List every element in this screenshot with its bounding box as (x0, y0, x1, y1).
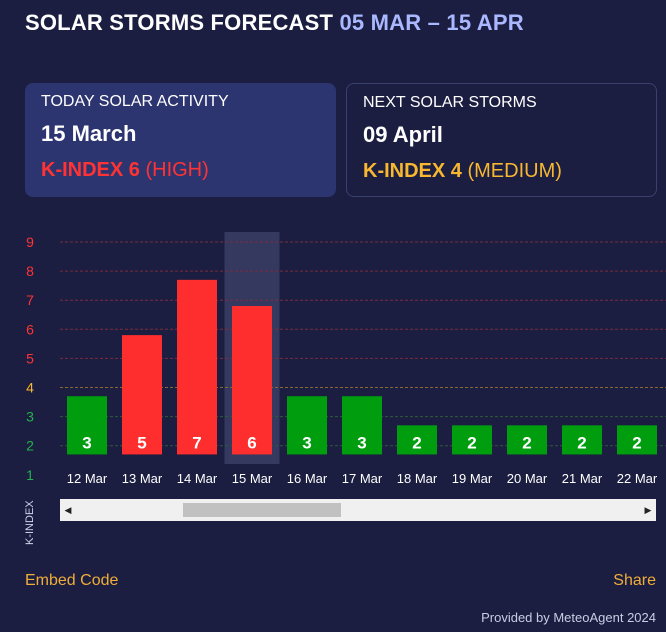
bar-20-mar (507, 425, 547, 455)
credit-text: Provided by MeteoAgent 2024 (481, 610, 656, 625)
bar-label-6: 2 (412, 433, 421, 452)
scroll-right-icon[interactable]: ▶ (644, 505, 652, 515)
bar-18-mar (397, 425, 437, 455)
y-axis-label: K-INDEX (24, 500, 36, 545)
x-tick-3: 15 Mar (232, 471, 273, 486)
next-kindex-level: (MEDIUM) (467, 160, 562, 182)
bar-13-mar (122, 335, 162, 455)
scroll-left-icon[interactable]: ◀ (64, 505, 72, 515)
bar-14-mar (177, 279, 217, 455)
kindex-bar-chart[interactable]: 1 2 3 4 5 6 7 8 9 3 12 Mar 5 13 Mar 7 14 Mar 6 15 Mar 3 16… (0, 225, 666, 490)
y-tick-8: 8 (26, 263, 34, 279)
bar-label-4: 3 (302, 433, 311, 452)
bar-label-1: 5 (137, 433, 146, 452)
x-tick-5: 17 Mar (342, 471, 383, 486)
y-tick-9: 9 (26, 234, 34, 250)
y-tick-5: 5 (26, 350, 34, 366)
scrollbar-thumb[interactable] (183, 503, 341, 517)
bar-17-mar (342, 396, 382, 455)
next-storms-card: NEXT SOLAR STORMS 09 April K-INDEX 4 (ME… (346, 83, 657, 197)
bar-label-10: 2 (632, 433, 641, 452)
bar-label-2: 7 (192, 433, 201, 452)
y-tick-3: 3 (26, 409, 34, 425)
title-text: SOLAR STORMS FORECAST (25, 10, 334, 35)
kindex-chart[interactable]: 1 2 3 4 5 6 7 8 9 3 12 Mar 5 13 Mar 7 14 Mar 6 15 Mar 3 16… (0, 225, 666, 555)
today-kindex-value: K-INDEX 6 (41, 159, 140, 181)
x-tick-1: 13 Mar (122, 471, 163, 486)
bar-21-mar (562, 425, 602, 455)
today-kindex-level: (HIGH) (145, 159, 209, 181)
today-card-date: 15 March (41, 121, 137, 146)
page-title: SOLAR STORMS FORECAST 05 MAR – 15 APR (25, 10, 524, 36)
x-tick-2: 14 Mar (177, 471, 218, 486)
bar-label-5: 3 (357, 433, 366, 452)
today-kindex: K-INDEX 6 (HIGH) (41, 159, 320, 182)
bar-label-9: 2 (577, 433, 586, 452)
bar-label-0: 3 (82, 433, 91, 452)
x-tick-8: 20 Mar (507, 471, 548, 486)
date-range: 05 MAR – 15 APR (339, 10, 524, 35)
x-tick-0: 12 Mar (67, 471, 108, 486)
x-tick-6: 18 Mar (397, 471, 438, 486)
next-kindex: K-INDEX 4 (MEDIUM) (363, 160, 640, 183)
bar-12-mar (67, 396, 107, 455)
x-tick-4: 16 Mar (287, 471, 328, 486)
bar-label-3: 6 (247, 433, 256, 452)
today-activity-card: TODAY SOLAR ACTIVITY 15 March K-INDEX 6 … (25, 83, 336, 197)
y-tick-2: 2 (26, 438, 34, 454)
bar-22-mar (617, 425, 657, 455)
next-kindex-value: K-INDEX 4 (363, 160, 462, 182)
x-tick-9: 21 Mar (562, 471, 603, 486)
today-card-label: TODAY SOLAR ACTIVITY (41, 93, 229, 110)
next-card-date: 09 April (363, 122, 443, 147)
share-link[interactable]: Share (613, 572, 656, 589)
y-tick-7: 7 (26, 292, 34, 308)
bar-19-mar (452, 425, 492, 455)
embed-code-link[interactable]: Embed Code (25, 572, 119, 589)
y-tick-6: 6 (26, 321, 34, 337)
bar-15-mar (232, 306, 272, 455)
bar-label-8: 2 (522, 433, 531, 452)
x-tick-7: 19 Mar (452, 471, 493, 486)
x-tick-10: 22 Mar (617, 471, 658, 486)
chart-scrollbar[interactable]: ◀ ▶ (60, 499, 656, 521)
next-card-label: NEXT SOLAR STORMS (363, 94, 537, 111)
bar-label-7: 2 (467, 433, 476, 452)
y-tick-4: 4 (26, 380, 34, 396)
bar-16-mar (287, 396, 327, 455)
y-tick-1: 1 (26, 467, 34, 483)
